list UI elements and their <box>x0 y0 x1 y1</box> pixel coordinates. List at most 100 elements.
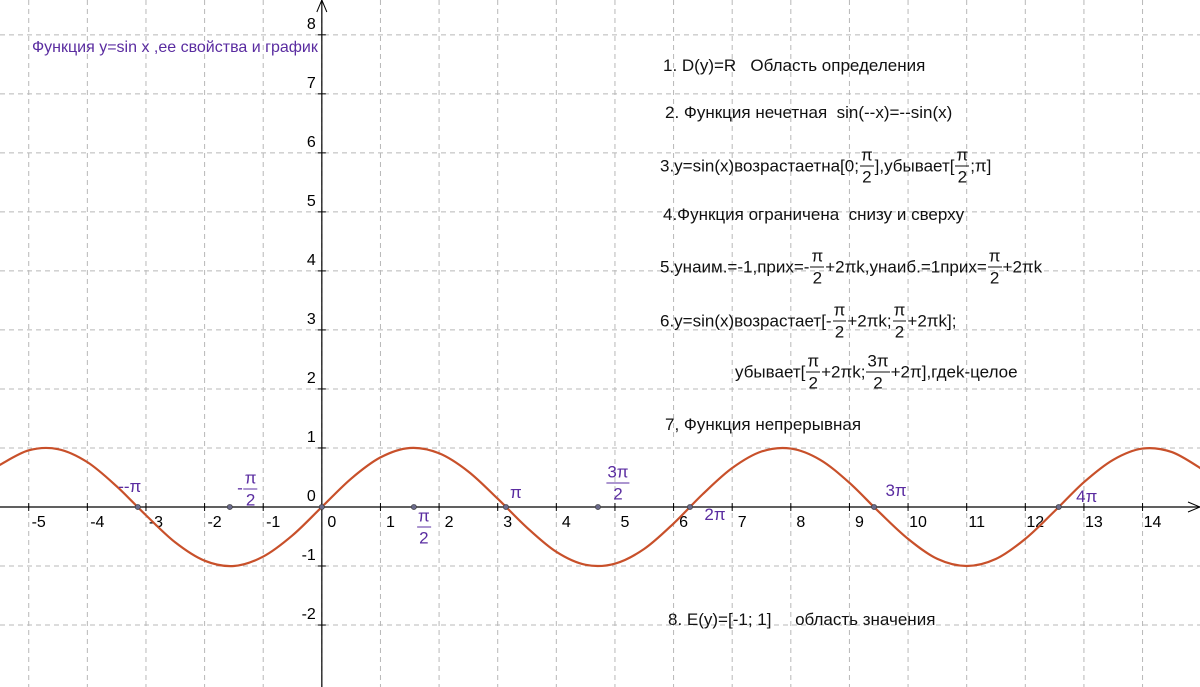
text: 5.yнаим.=-1,прих=- <box>660 257 810 276</box>
x-tick-label: 5 <box>620 514 629 531</box>
text: +2π],гдеk-целое <box>890 362 1018 381</box>
x-tick-label: 7 <box>738 514 747 531</box>
denominator: 2 <box>834 322 845 342</box>
text: ;π] <box>970 156 992 175</box>
point-label: 3π <box>885 481 906 501</box>
denominator: 2 <box>812 268 823 288</box>
text: +2πk; <box>847 311 892 330</box>
fraction: 3π 2 <box>866 351 890 393</box>
y-tick-label: 7 <box>307 75 316 92</box>
text: 7, Функция непрерывная <box>665 415 862 434</box>
x-tick-label: 11 <box>968 514 985 531</box>
point <box>134 504 141 510</box>
text: --π <box>118 476 142 496</box>
y-tick-label: 2 <box>307 370 316 387</box>
point-label: 2π <box>704 505 725 525</box>
point <box>410 504 417 510</box>
denominator: 2 <box>862 167 872 187</box>
numerator: 3π <box>606 462 630 484</box>
point <box>318 504 325 510</box>
x-tick-label: -4 <box>90 514 104 531</box>
denominator: 2 <box>245 490 256 510</box>
y-tick-label: 8 <box>307 16 316 33</box>
property-line: 8. E(y)=[-1; 1] область значения <box>668 610 935 630</box>
property-line: 6.y=sin(x)возрастает[- π 2 +2πk; π 2 +2πk]; <box>660 302 956 341</box>
text: ],убывает[ <box>874 156 955 175</box>
property-line: убывает[π 2 +2πk; 3π 2 +2π],гдеk-целое <box>735 353 1018 392</box>
point <box>595 504 601 510</box>
x-tick-label: 3 <box>503 514 512 531</box>
denominator: 2 <box>894 322 905 342</box>
denominator: 2 <box>419 528 429 548</box>
point-label: --π <box>118 477 141 497</box>
y-tick-label: 4 <box>307 252 316 269</box>
numerator: π <box>892 300 907 322</box>
x-tick-label: -2 <box>207 514 221 531</box>
denominator: 2 <box>957 167 968 187</box>
x-tick-label: 6 <box>679 514 688 531</box>
y-tick-label: 3 <box>307 311 316 328</box>
fraction: 3π 2 <box>606 462 630 502</box>
property-line: 2. Функция нечетная sin(--x)=--sin(x) <box>665 103 952 123</box>
sine-curve <box>0 446 1200 568</box>
x-tick-label: 9 <box>855 514 864 531</box>
text: +2πk]; <box>907 311 957 330</box>
text: +2πk,yнаиб.=1прих= <box>825 257 987 276</box>
numerator: π <box>859 145 874 167</box>
x-tick-label: 4 <box>562 514 571 531</box>
x-tick-label: -5 <box>32 514 46 531</box>
text: 2. Функция нечетная sin(--x)=--sin(x) <box>665 103 953 122</box>
numerator: π <box>987 246 1002 268</box>
text: 3.y=sin(x)возрастаетна[0; <box>660 156 859 175</box>
text: 6.y=sin(x)возрастает[- <box>660 311 832 330</box>
denominator: 2 <box>989 268 1000 288</box>
numerator: π <box>806 351 821 373</box>
point <box>226 504 233 510</box>
property-line: 1. D(y)=R Область определения <box>663 56 925 76</box>
denominator: 2 <box>873 373 883 393</box>
property-line: 7, Функция непрерывная <box>665 415 861 435</box>
y-tick-label: 1 <box>307 429 316 446</box>
x-tick-label: 13 <box>1085 514 1103 531</box>
text: - <box>237 478 243 498</box>
text: +2πk <box>1002 257 1043 276</box>
x-tick-label: -1 <box>266 514 280 531</box>
y-tick-label: 5 <box>307 193 316 210</box>
numerator: π <box>832 300 847 322</box>
y-tick-label: -2 <box>302 606 316 623</box>
text: 8. E(y)=[-1; 1] область значения <box>668 610 936 629</box>
text: 2π <box>704 504 726 524</box>
text: убывает[ <box>735 362 806 381</box>
text: 1. D(y)=R Область определения <box>663 56 926 75</box>
y-tick-label: -1 <box>302 547 316 564</box>
point <box>871 504 877 510</box>
numerator: π <box>416 506 431 528</box>
property-line: 3.y=sin(x)возрастаетна[0; π 2],убывает[π 2;… <box>660 147 991 186</box>
y-tick-label: 0 <box>307 488 316 505</box>
numerator: π <box>243 468 258 490</box>
x-tick-label: 10 <box>909 514 927 531</box>
text: 4π <box>1076 486 1098 506</box>
numerator: 3π <box>866 351 890 373</box>
text: 4.Функция ограничена снизу и сверху <box>663 205 965 224</box>
text: π <box>510 482 522 502</box>
property-line: 5.yнаим.=-1,прих=- π 2 +2πk,yнаиб.=1прих= π 2… <box>660 248 1042 287</box>
x-axis-arrow <box>1187 501 1200 513</box>
property-line: 4.Функция ограничена снизу и сверху <box>663 205 964 225</box>
point-label: π <box>510 483 522 503</box>
denominator: 2 <box>808 373 818 393</box>
numerator: π <box>810 246 825 268</box>
y-tick-label: 6 <box>307 134 316 151</box>
text: +2πk; <box>821 362 866 381</box>
x-tick-label: 8 <box>796 514 805 531</box>
